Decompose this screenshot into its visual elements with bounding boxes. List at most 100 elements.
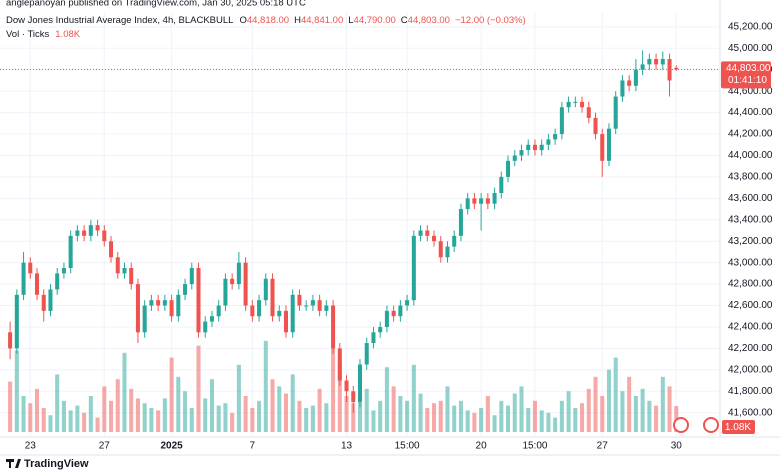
candle-body [88, 225, 93, 236]
volume-bar [28, 403, 33, 432]
y-tick-label: 44,000.00 [728, 150, 773, 161]
candle-body [135, 284, 140, 333]
volume-bar [8, 381, 13, 432]
volume-bar [384, 367, 389, 432]
volume-bar [566, 391, 571, 432]
last-price-label: 44,803.00 [726, 63, 771, 74]
volume-bar [196, 345, 201, 432]
volume-bar [499, 400, 504, 432]
volume-bar [606, 369, 611, 432]
change: −12.00 (−0.03%) [455, 15, 526, 26]
volume-bar [613, 357, 618, 432]
chart-title: Dow Jones Industrial Average Index, 4h, … [6, 15, 233, 26]
brand: TradingView [6, 458, 89, 470]
volume-bar [660, 376, 665, 432]
candle-body [243, 262, 248, 306]
volume-bar [398, 396, 403, 432]
volume-bar [640, 388, 645, 432]
volume-bar [391, 386, 396, 432]
volume-bar [14, 350, 19, 432]
volume-bar [263, 340, 268, 432]
price-pane [8, 50, 679, 413]
candle-body [586, 107, 591, 118]
candle-body [532, 144, 537, 151]
volume-bar [506, 405, 511, 432]
ohlc-value: 44,790.00 [354, 15, 396, 26]
volume-bar [438, 400, 443, 432]
candle-body [122, 268, 127, 274]
volume-bar [48, 415, 53, 432]
candle-body [606, 128, 611, 161]
volume-bar [277, 386, 282, 432]
candle-body [310, 300, 315, 306]
icons [673, 417, 719, 433]
candle-body [290, 294, 295, 333]
x-tick-label: 15:00 [395, 441, 420, 452]
volume-bar [344, 396, 349, 432]
volume-bar [559, 400, 564, 432]
candle-body [263, 278, 268, 301]
candle-body [593, 117, 598, 135]
candle-body [216, 305, 221, 317]
volume-bar [425, 408, 430, 432]
ohlc-key: L [348, 15, 353, 26]
y-tick-label: 42,800.00 [728, 279, 773, 290]
volume-bar [223, 403, 228, 432]
volume-bar [452, 405, 457, 432]
candle-body [270, 278, 275, 317]
candle-body [129, 268, 134, 285]
volume-bar [34, 388, 40, 432]
volume-bar [310, 405, 315, 432]
volume-bar [526, 408, 531, 432]
candle-body [445, 246, 450, 258]
volume-bar [553, 417, 558, 432]
candle-body [640, 64, 645, 70]
candle-body [580, 101, 585, 108]
brand-name: TradingView [24, 458, 89, 470]
volume-bar [297, 400, 302, 432]
y-tick-label: 45,000.00 [728, 43, 773, 54]
volume-header: Vol · Ticks 1.08K [6, 29, 81, 40]
candle-body [613, 96, 618, 129]
volume-bar [654, 405, 659, 432]
volume-bar [580, 403, 585, 432]
x-tick-label: 27 [597, 441, 609, 452]
candle-body [546, 139, 551, 145]
candle-body [553, 134, 558, 140]
candle-body [75, 230, 80, 236]
candle-body [82, 230, 87, 236]
volume-bar [600, 396, 605, 432]
volume-bar [203, 398, 208, 432]
ohlc-value: 44,841.00 [301, 15, 343, 26]
grid [0, 12, 720, 437]
candle-body [458, 209, 463, 236]
volume-bar [230, 412, 235, 432]
ohlc-value: 44,803.00 [408, 15, 450, 26]
volume-bar [257, 400, 262, 432]
candle-body [337, 348, 342, 381]
y-tick-label: 44,400.00 [728, 107, 773, 118]
volume-bar [41, 408, 46, 432]
candle-body [317, 300, 322, 311]
y-tick-label: 44,600.00 [728, 86, 773, 97]
y-tick-label: 43,600.00 [728, 193, 773, 204]
volume-bar [142, 403, 147, 432]
candle-body [14, 294, 19, 349]
candle-body [95, 225, 100, 231]
x-tick-label: 15:00 [522, 441, 547, 452]
ohlc-key: H [294, 15, 301, 26]
candle-body [230, 278, 235, 285]
volume-bar [472, 412, 477, 432]
candle-body [398, 305, 403, 317]
candle-body [257, 300, 262, 317]
candle-body [304, 305, 309, 307]
candle-body [526, 144, 531, 151]
volume-bar [317, 388, 322, 432]
ohlc-key: O [239, 15, 246, 26]
volume-bar [418, 393, 423, 432]
volume-bar [209, 379, 214, 432]
volume-bar [479, 408, 484, 432]
volume-bar [485, 396, 490, 432]
y-tick-label: 42,000.00 [728, 364, 773, 375]
volume-bar [586, 388, 591, 432]
